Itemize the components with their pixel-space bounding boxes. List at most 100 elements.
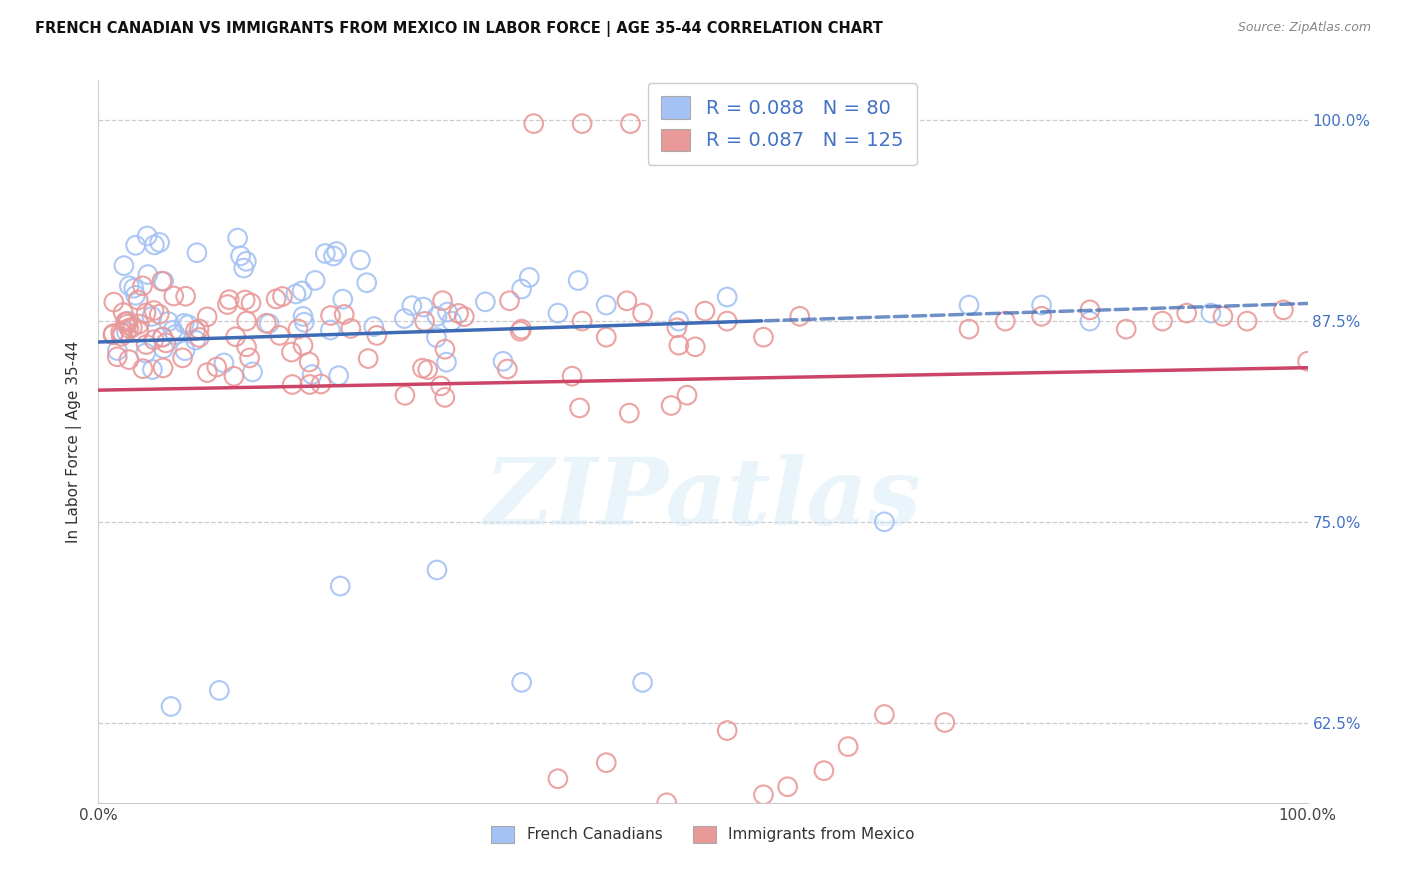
Point — [124, 288, 146, 302]
Point — [325, 244, 347, 259]
Point — [205, 359, 228, 374]
Point — [304, 273, 326, 287]
Point — [813, 764, 835, 778]
Point — [413, 314, 436, 328]
Point — [1272, 302, 1295, 317]
Point — [186, 245, 208, 260]
Point — [165, 327, 187, 342]
Point — [162, 323, 184, 337]
Point — [363, 319, 385, 334]
Point — [547, 772, 569, 786]
Point — [571, 117, 593, 131]
Point — [152, 342, 174, 356]
Point — [994, 314, 1017, 328]
Point — [280, 345, 302, 359]
Point — [1152, 314, 1174, 328]
Point — [567, 273, 589, 287]
Point — [152, 274, 174, 288]
Point — [292, 315, 315, 329]
Point — [394, 311, 416, 326]
Point — [110, 325, 132, 339]
Point — [136, 229, 159, 244]
Point — [141, 310, 163, 324]
Point — [124, 238, 146, 252]
Point — [226, 231, 249, 245]
Point — [117, 314, 139, 328]
Point — [1078, 314, 1101, 328]
Point — [934, 715, 956, 730]
Point — [752, 788, 775, 802]
Point — [298, 377, 321, 392]
Point — [291, 284, 314, 298]
Point — [118, 278, 141, 293]
Point — [1199, 306, 1222, 320]
Point — [440, 314, 463, 328]
Point — [173, 317, 195, 331]
Point — [128, 324, 150, 338]
Point — [432, 293, 454, 308]
Point — [184, 333, 207, 347]
Point — [242, 365, 264, 379]
Point — [328, 368, 350, 383]
Point — [208, 683, 231, 698]
Point — [957, 322, 980, 336]
Point — [595, 298, 617, 312]
Point — [115, 315, 138, 329]
Point — [135, 306, 157, 320]
Point — [118, 352, 141, 367]
Point — [132, 361, 155, 376]
Point — [136, 268, 159, 282]
Point — [693, 304, 716, 318]
Point — [284, 287, 307, 301]
Point — [1175, 306, 1198, 320]
Point — [118, 321, 141, 335]
Point — [122, 281, 145, 295]
Point — [425, 330, 447, 344]
Point — [235, 254, 257, 268]
Point — [319, 323, 342, 337]
Point — [281, 377, 304, 392]
Point — [218, 293, 240, 307]
Point — [271, 289, 294, 303]
Point — [212, 356, 235, 370]
Point — [157, 315, 180, 329]
Point — [142, 303, 165, 318]
Point — [264, 292, 287, 306]
Point — [150, 330, 173, 344]
Point — [357, 351, 380, 366]
Point — [561, 369, 583, 384]
Point — [498, 293, 520, 308]
Point — [957, 298, 980, 312]
Point — [111, 326, 134, 341]
Point — [568, 401, 591, 415]
Point — [447, 306, 470, 320]
Point — [716, 314, 738, 328]
Point — [426, 563, 449, 577]
Point — [366, 328, 388, 343]
Point — [394, 388, 416, 402]
Point — [112, 305, 135, 319]
Point — [676, 388, 699, 402]
Point — [135, 337, 157, 351]
Point — [595, 330, 617, 344]
Point — [716, 723, 738, 738]
Point — [547, 306, 569, 320]
Point — [141, 362, 163, 376]
Point — [616, 293, 638, 308]
Point — [195, 310, 218, 324]
Point — [150, 274, 173, 288]
Legend: French Canadians, Immigrants from Mexico: French Canadians, Immigrants from Mexico — [485, 820, 921, 849]
Point — [659, 399, 682, 413]
Point — [430, 379, 453, 393]
Point — [287, 322, 309, 336]
Point — [1115, 322, 1137, 336]
Point — [776, 780, 799, 794]
Point — [426, 310, 449, 324]
Point — [510, 322, 533, 336]
Point — [235, 340, 257, 354]
Point — [433, 342, 456, 356]
Point — [329, 579, 352, 593]
Point — [340, 321, 363, 335]
Point — [222, 369, 245, 384]
Point — [115, 318, 138, 332]
